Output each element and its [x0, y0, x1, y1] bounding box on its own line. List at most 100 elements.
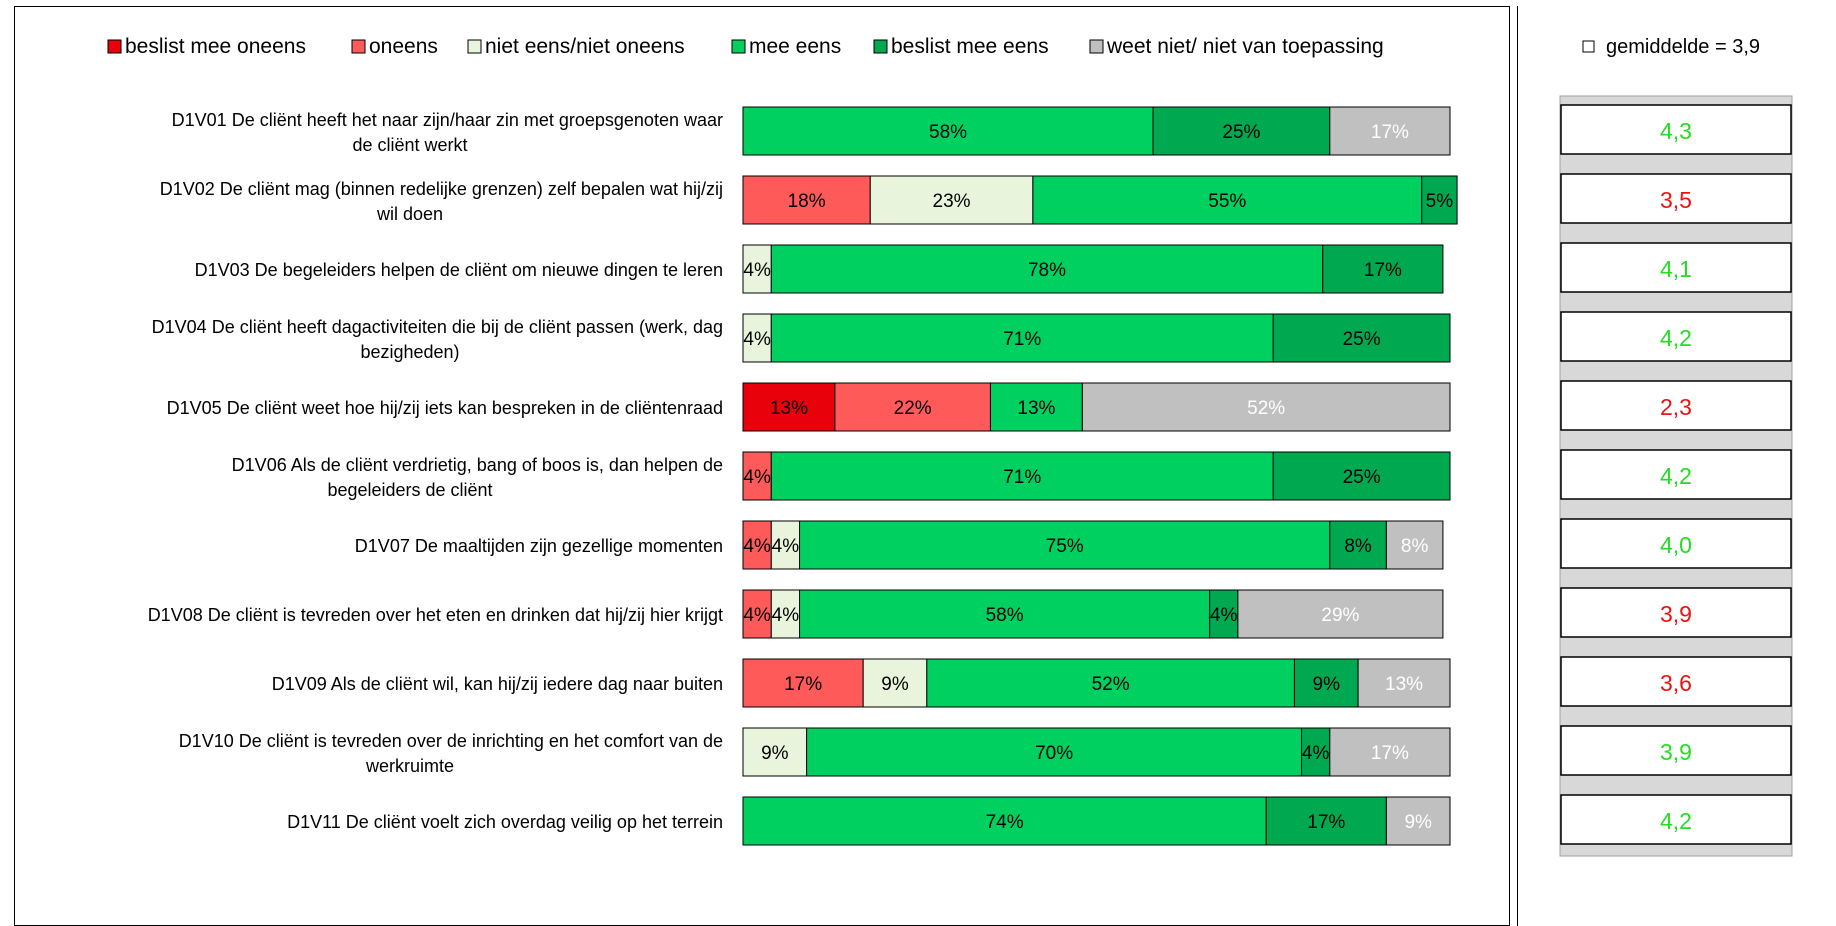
bar-data-label: 4%: [743, 536, 771, 557]
bar-segment: [742, 382, 836, 432]
bar-data-label: 78%: [1028, 260, 1066, 281]
legend-label: oneens: [369, 35, 438, 58]
bar-data-label: 9%: [761, 743, 789, 764]
row-label-continuation: de cliënt werkt: [352, 135, 467, 155]
bar-data-label: 58%: [929, 122, 967, 143]
bar-segment: [742, 106, 1154, 156]
bar-segment: [799, 589, 1211, 639]
bar-segment: [1237, 589, 1444, 639]
bar-data-label: 17%: [1371, 743, 1409, 764]
bar-segment: [1265, 796, 1387, 846]
bar-segment: [1385, 796, 1451, 846]
bar-segment: [799, 520, 1331, 570]
bar-segment: [770, 244, 1324, 294]
bar-data-label: 23%: [933, 191, 971, 212]
bar-segment: [770, 520, 801, 570]
average-box: [1560, 380, 1792, 431]
bar-data-label: 75%: [1046, 536, 1084, 557]
bar-segment: [742, 313, 772, 363]
bar-data-label: 4%: [743, 329, 771, 350]
bar-segment: [806, 727, 1303, 777]
bar-segment: [1272, 313, 1451, 363]
bar-segment: [869, 175, 1034, 225]
row-label-continuation: wil doen: [376, 204, 443, 224]
bar-segment: [1329, 106, 1451, 156]
average-value: 3,9: [1660, 739, 1692, 765]
bar-segment: [742, 520, 772, 570]
bar-segment: [1081, 382, 1451, 432]
legend-swatch: [107, 39, 122, 54]
average-box: [1560, 242, 1792, 293]
bar-segment: [742, 244, 772, 294]
bar-data-label: 25%: [1343, 467, 1381, 488]
bar-data-label: 18%: [788, 191, 826, 212]
bar-data-label: 17%: [784, 674, 822, 695]
bar-data-label: 25%: [1222, 122, 1260, 143]
bar-segment: [742, 175, 871, 225]
row-label: D1V08 De cliënt is tevreden over het ete…: [148, 605, 723, 625]
row-label-continuation: werkruimte: [365, 756, 454, 776]
bar-data-label: 13%: [1385, 674, 1423, 695]
bar-data-label: 9%: [1404, 812, 1432, 833]
row-label: D1V11 De cliënt voelt zich overdag veili…: [287, 812, 723, 832]
average-box: [1560, 518, 1792, 569]
average-value: 4,2: [1660, 808, 1692, 834]
bar-data-label: 4%: [1210, 605, 1238, 626]
bar-data-label: 71%: [1003, 467, 1041, 488]
average-box: [1560, 587, 1792, 638]
bar-data-label: 4%: [1302, 743, 1330, 764]
average-box: [1560, 725, 1792, 776]
average-value: 4,2: [1660, 325, 1692, 351]
average-box: [1560, 173, 1792, 224]
bar-segment: [926, 658, 1295, 708]
row-label: D1V10 De cliënt is tevreden over de inri…: [179, 731, 723, 751]
average-value: 4,1: [1660, 256, 1692, 282]
legend-swatch: [351, 39, 366, 54]
row-label: D1V09 Als de cliënt wil, kan hij/zij ied…: [272, 674, 723, 694]
row-label: D1V07 De maaltijden zijn gezellige momen…: [355, 536, 723, 556]
bar-segment: [742, 589, 772, 639]
bar-segment: [1209, 589, 1239, 639]
bar-segment: [1385, 520, 1444, 570]
legend-label: weet niet/ niet van toepassing: [1106, 35, 1384, 58]
bar-segment: [1329, 727, 1451, 777]
average-value: 3,9: [1660, 601, 1692, 627]
bar-data-label: 8%: [1344, 536, 1372, 557]
bar-data-label: 74%: [986, 812, 1024, 833]
average-legend-swatch: [1582, 40, 1595, 53]
average-box: [1560, 449, 1792, 500]
legend-swatch: [873, 39, 888, 54]
bar-data-label: 71%: [1003, 329, 1041, 350]
bar-data-label: 9%: [1313, 674, 1341, 695]
legend-swatch: [731, 39, 746, 54]
legend-label: beslist mee eens: [891, 35, 1049, 58]
bar-data-label: 4%: [772, 536, 800, 557]
bar-data-label: 4%: [743, 260, 771, 281]
bar-data-label: 5%: [1426, 191, 1454, 212]
bar-data-label: 17%: [1371, 122, 1409, 143]
legend-swatch: [467, 39, 482, 54]
bar-data-label: 4%: [743, 467, 771, 488]
bar-segment: [1301, 727, 1331, 777]
bar-data-label: 70%: [1035, 743, 1073, 764]
row-label: D1V06 Als de cliënt verdrietig, bang of …: [232, 455, 723, 475]
bar-data-label: 13%: [770, 398, 808, 419]
average-box: [1560, 311, 1792, 362]
row-label: D1V04 De cliënt heeft dagactiviteiten di…: [152, 317, 723, 337]
bar-segment: [770, 451, 1274, 501]
row-label: D1V01 De cliënt heeft het naar zijn/haar…: [172, 110, 723, 130]
average-box: [1560, 104, 1792, 155]
bar-segment: [1272, 451, 1451, 501]
bar-data-label: 17%: [1364, 260, 1402, 281]
legend-label: beslist mee oneens: [125, 35, 306, 58]
average-box: [1560, 794, 1792, 845]
bar-data-label: 4%: [743, 605, 771, 626]
bar-segment: [1329, 520, 1387, 570]
bar-segment: [742, 796, 1267, 846]
average-value: 4,0: [1660, 532, 1692, 558]
bar-data-label: 9%: [881, 674, 909, 695]
bar-segment: [742, 451, 772, 501]
average-value: 4,3: [1660, 118, 1692, 144]
bar-data-label: 4%: [772, 605, 800, 626]
bar-segment: [862, 658, 928, 708]
